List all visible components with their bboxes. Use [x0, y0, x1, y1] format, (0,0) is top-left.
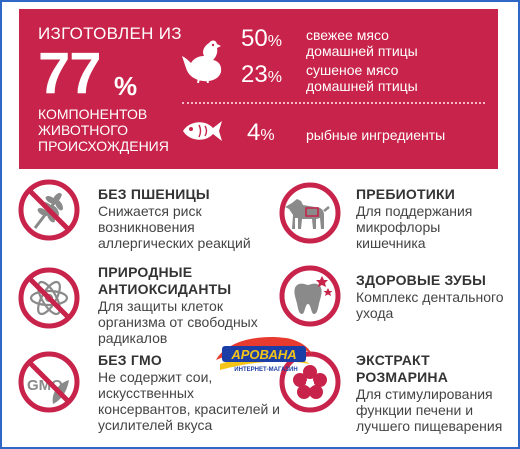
feature-text: Для поддержания микрофлоры кишечника: [356, 203, 473, 251]
feature-text: Для защиты клеток организма от свободных…: [98, 298, 258, 346]
pct-value: 4: [247, 119, 261, 146]
tooth-icon: [294, 283, 322, 314]
pct-row-1: 50%: [241, 27, 282, 51]
pct-row-2-text: сушеное мясо домашней птицы: [306, 62, 418, 94]
antioxidants-badge: [18, 267, 80, 329]
feature-rosemary: ЭКСТРАКТ РОЗМАРИНА Для стимулирования фу…: [356, 352, 506, 434]
dog-icon: [285, 199, 330, 229]
pct-row-3: 4%: [247, 121, 275, 145]
pct-unit: %: [267, 33, 282, 50]
prebiotics-badge: [279, 182, 341, 244]
pct-value: 50: [241, 25, 268, 52]
feature-title: БЕЗ ПШЕНИЦЫ: [98, 186, 210, 202]
pct-row-1-text: свежее мясо домашней птицы: [306, 27, 418, 59]
watermark-name: АРОВАНА: [230, 347, 296, 362]
sparkle-icon: [323, 288, 333, 296]
fish-icon: [183, 121, 222, 141]
pct-unit: %: [260, 127, 275, 144]
big-percentage: 77: [38, 41, 102, 106]
feature-prebiotics: ПРЕБИОТИКИ Для поддержания микрофлоры ки…: [356, 186, 506, 251]
no-wheat-badge: [18, 179, 80, 241]
feature-title: ЗДОРОВЫЕ ЗУБЫ: [356, 272, 487, 288]
watermark-subtitle: ИНТЕРНЕТ-МАГАЗИН: [234, 367, 297, 373]
feature-text: Для стимулирования функции печени и лучш…: [356, 386, 503, 434]
chicken-icon: [182, 40, 222, 83]
feature-title: ЭКСТРАКТ РОЗМАРИНА: [356, 352, 449, 385]
feature-no-gmo: БЕЗ ГМО Не содержит сои, искусственных к…: [98, 352, 283, 433]
pct-row-2: 23%: [241, 63, 282, 87]
banner-description: КОМПОНЕНТОВ ЖИВОТНОГО ПРОИСХОЖДЕНИЯ: [38, 106, 169, 154]
flower-icon: [293, 365, 327, 399]
feature-title: ПРЕБИОТИКИ: [356, 186, 455, 202]
arovana-watermark-logo: АРОВАНА ИНТЕРНЕТ-МАГАЗИН: [216, 336, 312, 373]
feature-no-wheat: БЕЗ ПШЕНИЦЫ Снижается риск возникновения…: [98, 186, 273, 251]
pct-unit: %: [267, 69, 282, 86]
composition-banner: ИЗГОТОВЛЕН ИЗ 77 % КОМПОНЕНТОВ ЖИВОТНОГО…: [19, 9, 498, 169]
feature-text: Комплекс дентального ухода: [356, 289, 504, 321]
big-percent-sign: %: [114, 71, 138, 101]
pct-row-3-text: рыбные ингредиенты: [306, 127, 446, 143]
banner-heading: ИЗГОТОВЛЕН ИЗ: [38, 24, 182, 43]
feature-text: Не содержит сои, искусственных консерван…: [98, 369, 281, 433]
feature-text: Снижается риск возникновения аллергическ…: [98, 203, 251, 251]
feature-antioxidants: ПРИРОДНЫЕ АНТИОКСИДАНТЫ Для защиты клето…: [98, 264, 273, 346]
teeth-badge: [279, 265, 341, 327]
feature-teeth: ЗДОРОВЫЕ ЗУБЫ Комплекс дентального ухода: [356, 272, 506, 321]
no-gmo-badge: GMO: [18, 351, 80, 413]
dotted-divider: [182, 102, 485, 104]
feature-title: ПРИРОДНЫЕ АНТИОКСИДАНТЫ: [98, 264, 232, 297]
rosemary-badge: [279, 351, 341, 413]
pct-value: 23: [241, 61, 268, 88]
feature-title: БЕЗ ГМО: [98, 352, 162, 368]
sparkle-icon: [316, 276, 328, 287]
